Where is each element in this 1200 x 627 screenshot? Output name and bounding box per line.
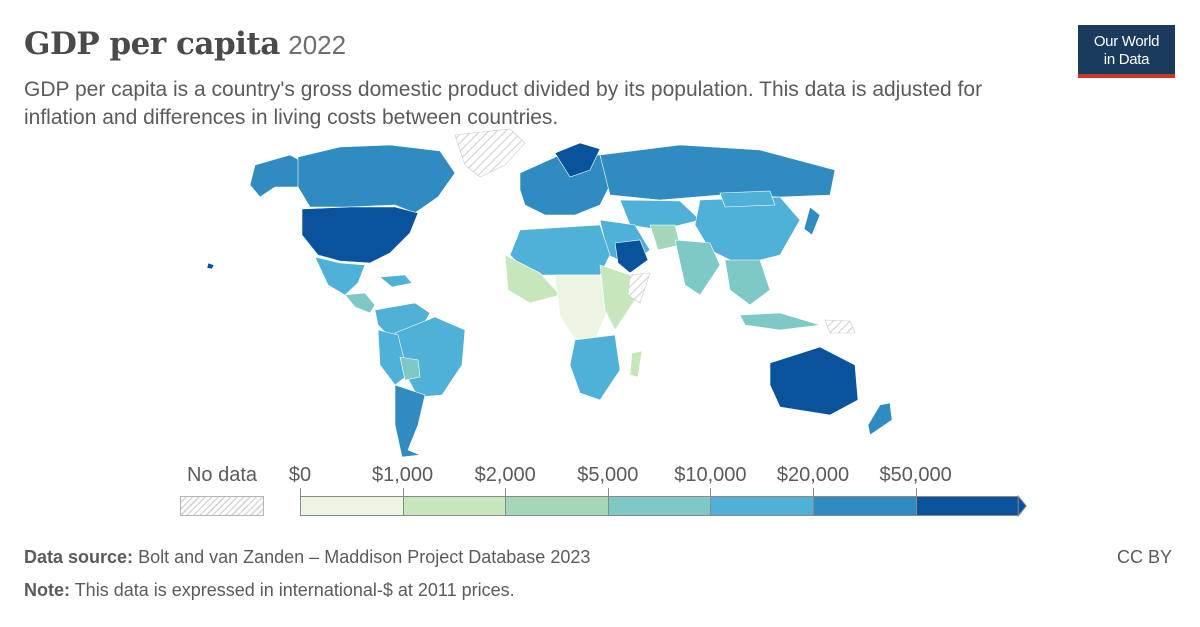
region-central-africa bbox=[554, 274, 611, 341]
chart-year[interactable]: 2022 bbox=[288, 30, 347, 60]
country-usa bbox=[301, 206, 419, 264]
legend-bin-2[interactable] bbox=[505, 496, 608, 516]
data-source-text[interactable]: Bolt and van Zanden – Maddison Project D… bbox=[138, 547, 591, 567]
country-india bbox=[674, 239, 721, 296]
legend-bin-3[interactable] bbox=[607, 496, 711, 516]
legend-no-data-swatch[interactable] bbox=[180, 496, 264, 516]
region-east-africa bbox=[599, 264, 636, 331]
country-papua-new-guinea bbox=[824, 319, 856, 334]
country-saudi-arabia bbox=[614, 239, 649, 274]
region-southeast-asia bbox=[724, 259, 771, 306]
chart-title-row: GDP per capita 2022 bbox=[24, 26, 346, 62]
legend-tick-0 bbox=[300, 488, 301, 496]
logo-line-1: Our World bbox=[1093, 33, 1160, 50]
legend-no-data-label: No data bbox=[186, 464, 258, 486]
legend-bin-1[interactable] bbox=[402, 496, 506, 516]
legend-tick-1 bbox=[402, 488, 404, 496]
country-canada bbox=[297, 144, 456, 214]
legend-label-6: $50,000 bbox=[879, 464, 952, 486]
legend-bin-6[interactable] bbox=[915, 496, 1019, 516]
region-central-asia bbox=[619, 199, 701, 231]
legend-label-5: $20,000 bbox=[776, 464, 850, 486]
region-scandinavia bbox=[554, 142, 601, 178]
country-australia bbox=[769, 346, 859, 416]
country-mongolia bbox=[719, 190, 776, 208]
country-new-zealand bbox=[867, 402, 893, 436]
license-text[interactable]: CC BY bbox=[1117, 547, 1173, 567]
country-alaska bbox=[249, 154, 306, 198]
data-source-label: Data source: bbox=[24, 547, 134, 567]
region-caribbean bbox=[379, 274, 413, 288]
legend-bin-5[interactable] bbox=[813, 496, 916, 516]
country-japan bbox=[803, 206, 821, 236]
region-hawaii bbox=[206, 262, 215, 270]
legend-label-3: $5,000 bbox=[577, 464, 639, 486]
legend-tick-4 bbox=[710, 488, 712, 496]
color-legend[interactable]: $0 $1,000 $2,000 $5,000 $10,000 $20,000 $50,00… bbox=[289, 464, 1027, 524]
country-indonesia bbox=[739, 312, 821, 331]
legend-label-1: $1,000 bbox=[372, 464, 434, 486]
legend-arrow-tip bbox=[1017, 494, 1027, 518]
country-russia bbox=[599, 144, 836, 201]
logo-line-2: in Data bbox=[1103, 51, 1150, 68]
legend-bin-0[interactable] bbox=[300, 496, 403, 516]
legend-tick-2 bbox=[505, 488, 507, 496]
legend-bin-4[interactable] bbox=[710, 496, 813, 516]
chart-subtitle: GDP per capita is a country's gross dome… bbox=[24, 78, 983, 129]
data-source: Data source: Bolt and van Zanden – Maddi… bbox=[24, 547, 590, 568]
region-south-asia-west bbox=[649, 224, 681, 251]
region-central-america bbox=[344, 292, 376, 314]
country-somalia bbox=[627, 272, 651, 304]
legend-label-4: $10,000 bbox=[674, 464, 747, 486]
region-peru-bolivia bbox=[377, 329, 409, 386]
owid-logo[interactable]: Our World in Data bbox=[1078, 25, 1175, 78]
region-southern-cone bbox=[394, 384, 426, 458]
legend-tick-5 bbox=[813, 488, 814, 496]
legend-tick-6 bbox=[915, 488, 917, 496]
country-brazil bbox=[394, 316, 466, 398]
note-text: This data is expressed in international-… bbox=[74, 580, 515, 600]
legend-arrow-end bbox=[1017, 494, 1027, 518]
legend-tick-3 bbox=[607, 488, 609, 496]
legend-label-0: $0 bbox=[288, 464, 312, 486]
country-bolivia bbox=[399, 356, 421, 381]
country-greenland bbox=[454, 128, 526, 178]
region-west-africa bbox=[504, 254, 561, 304]
note-label: Note: bbox=[24, 580, 70, 600]
region-southern-africa bbox=[569, 334, 621, 401]
chart-note: Note: This data is expressed in internat… bbox=[24, 580, 515, 601]
country-madagascar bbox=[629, 350, 643, 378]
country-mexico bbox=[314, 256, 366, 296]
chart-title: GDP per capita bbox=[24, 26, 280, 62]
world-map[interactable] bbox=[180, 125, 1060, 463]
legend-label-2: $2,000 bbox=[474, 464, 536, 486]
